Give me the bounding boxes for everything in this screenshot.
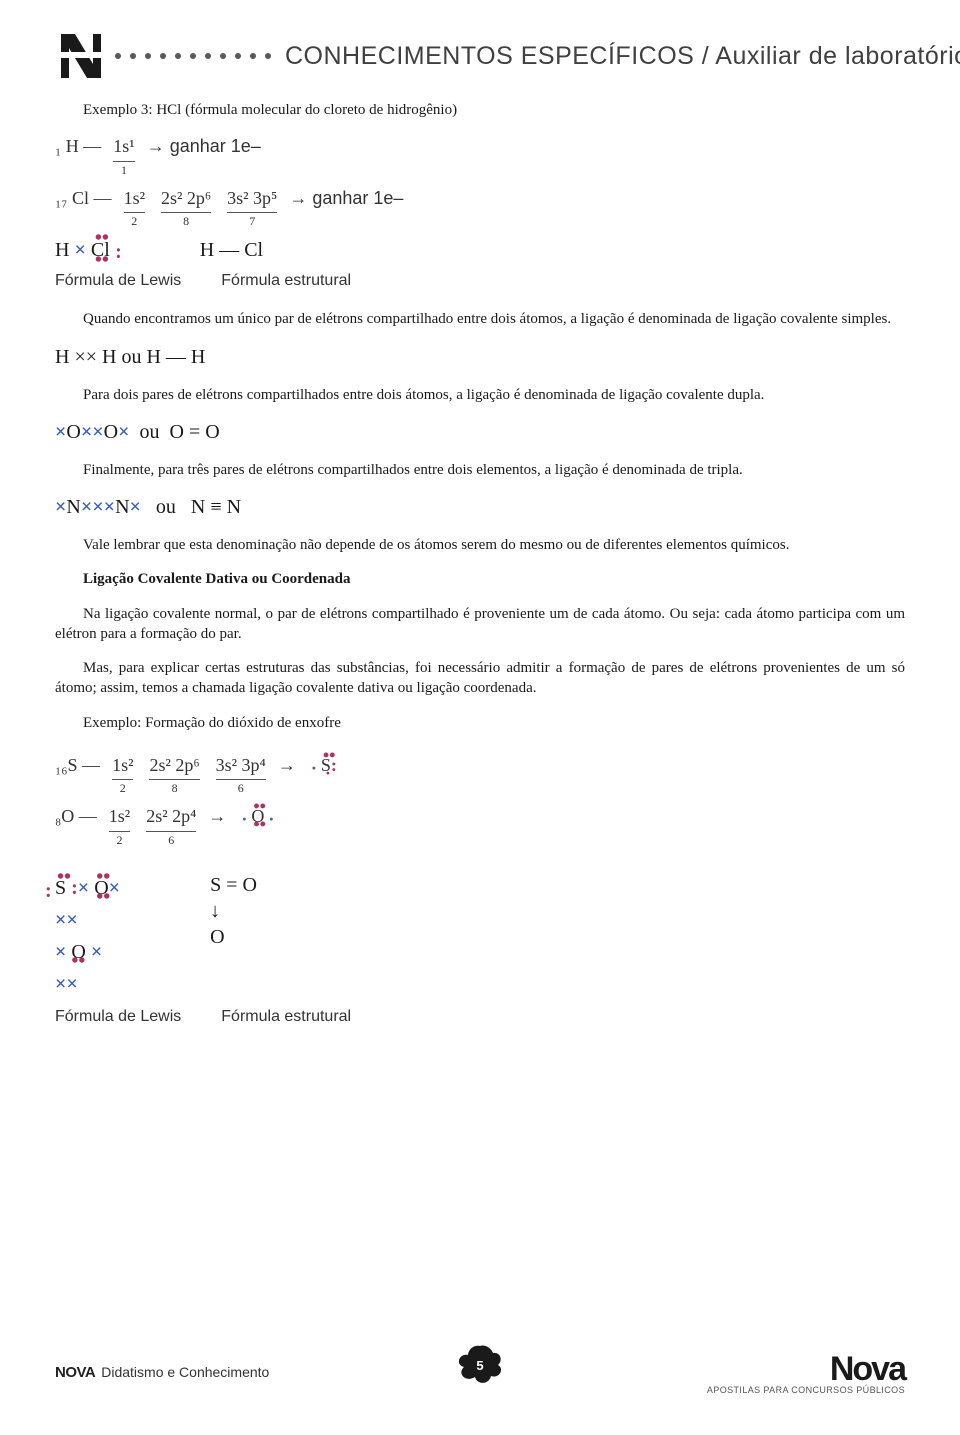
page-header: CONHECIMENTOS ESPECÍFICOS / Auxiliar de …: [55, 30, 905, 82]
page-number: 5: [476, 1358, 483, 1373]
h-tail: → ganhar 1e–: [147, 134, 261, 158]
chem-dupla: ×O××O× ou O = O: [55, 419, 905, 446]
h-prefix: ₁ H —: [55, 134, 101, 158]
s-group-2: 2s² 2p⁶ 8: [149, 753, 199, 794]
chem-simples: H ×× H ou H — H: [55, 344, 905, 371]
cl-electron-config: ₁₇ Cl — 1s² 2 2s² 2p⁶ 8 3s² 3p⁵ 7 → ganh…: [55, 186, 905, 227]
lewis-label-right-2: Fórmula estrutural: [221, 1006, 351, 1028]
content-body: Exemplo 3: HCl (fórmula molecular do clo…: [55, 100, 905, 1027]
lewis-hcl-left: H × ••Cl •• :: [55, 237, 110, 264]
o-electron-config: ₈O — 1s² 2 2s² 2p⁴ 6 → •• ·O· ••: [55, 804, 905, 845]
cl-group-1: 1s² 2: [124, 186, 145, 227]
footer-brand-small: NOVA: [55, 1364, 95, 1381]
lewis-label-right: Fórmula estrutural: [221, 270, 351, 292]
footer-brand-big: Nova: [707, 1354, 905, 1385]
example-so2: Exemplo: Formação do dióxido de enxofre: [55, 713, 905, 733]
footer-right: Nova APOSTILAS PARA CONCURSOS PÚBLICOS: [707, 1354, 905, 1395]
h-group-1: 1s¹ 1: [113, 134, 134, 175]
heading-dativa: Ligação Covalente Dativa ou Coordenada: [55, 569, 905, 589]
footer-tagline-left: Didatismo e Conhecimento: [101, 1364, 269, 1380]
cl-prefix: ₁₇ Cl —: [55, 186, 112, 210]
para-dativa2: Mas, para explicar certas estruturas das…: [55, 658, 905, 699]
footer-tagline-right: APOSTILAS PARA CONCURSOS PÚBLICOS: [707, 1385, 905, 1395]
h-electron-config: ₁ H — 1s¹ 1 → ganhar 1e–: [55, 134, 905, 175]
para-dupla: Para dois pares de elétrons compartilhad…: [55, 385, 905, 405]
so2-line1: S = O: [210, 872, 257, 898]
o-group-2: 2s² 2p⁴ 6: [146, 804, 196, 845]
o-prefix: ₈O —: [55, 804, 97, 828]
lewis-so2-row: •• :S :× ••O× •• ×× × O •• × ××: [55, 872, 905, 1000]
s-prefix: ₁₆S —: [55, 753, 100, 777]
lewis-label-left: Fórmula de Lewis: [55, 270, 181, 292]
para-lembrar: Vale lembrar que esta denominação não de…: [55, 535, 905, 555]
s-group-1: 1s² 2: [112, 753, 133, 794]
lewis-labels-hcl: Fórmula de Lewis Fórmula estrutural: [55, 270, 905, 292]
cl-tail: → ganhar 1e–: [289, 186, 403, 210]
s-electron-config: ₁₆S — 1s² 2 2s² 2p⁶ 8 3s² 3p⁴ 6 → •• ·S:…: [55, 753, 905, 794]
logo-icon: [55, 30, 107, 82]
s-group-3: 3s² 3p⁴ 6: [216, 753, 266, 794]
o-group-1: 1s² 2: [109, 804, 130, 845]
lewis-hcl-right: H — Cl: [200, 237, 263, 264]
para-dativa1: Na ligação covalente normal, o par de el…: [55, 604, 905, 645]
footer-left: NOVA Didatismo e Conhecimento: [55, 1364, 269, 1381]
header-dots: [115, 53, 271, 59]
lewis-label-left-2: Fórmula de Lewis: [55, 1006, 181, 1028]
lewis-labels-so2: Fórmula de Lewis Fórmula estrutural: [55, 1006, 905, 1028]
example3-title: Exemplo 3: HCl (fórmula molecular do clo…: [55, 100, 905, 120]
lewis-hcl-row: H × ••Cl •• : H — Cl: [55, 237, 905, 264]
so2-line3: O: [210, 924, 257, 950]
header-title: CONHECIMENTOS ESPECÍFICOS / Auxiliar de …: [285, 42, 960, 71]
page-number-badge: 5: [457, 1347, 503, 1383]
para-simples: Quando encontramos um único par de elétr…: [55, 309, 905, 329]
chem-tripla: ×N×××N× ou N ≡ N: [55, 494, 905, 521]
lewis-so2-left: •• :S :× ••O× •• ×× × O •• × ××: [55, 872, 120, 1000]
para-tripla: Finalmente, para três pares de elétrons …: [55, 460, 905, 480]
cl-group-2: 2s² 2p⁶ 8: [161, 186, 211, 227]
cl-group-3: 3s² 3p⁵ 7: [227, 186, 277, 227]
so2-line2: ↓: [210, 898, 257, 924]
lewis-so2-right: S = O ↓ O: [210, 872, 257, 950]
